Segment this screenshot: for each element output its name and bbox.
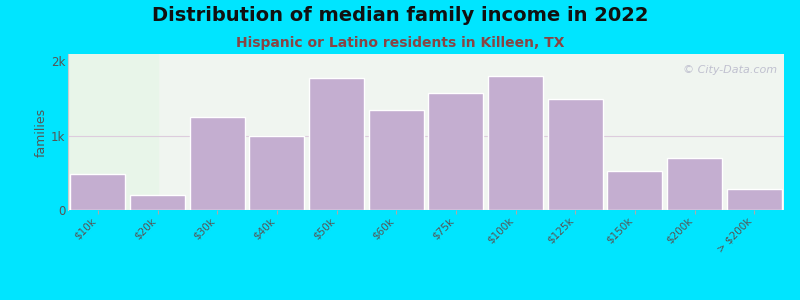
Bar [726,189,782,210]
Bar [70,174,126,210]
Bar [548,99,602,210]
Bar [68,54,158,210]
Bar [190,117,245,210]
Text: © City-Data.com: © City-Data.com [682,65,777,75]
Text: Distribution of median family income in 2022: Distribution of median family income in … [152,6,648,25]
Bar [309,78,364,210]
Bar [667,158,722,210]
Bar [428,93,483,210]
Bar [488,76,543,210]
Bar [369,110,424,210]
Text: Hispanic or Latino residents in Killeen, TX: Hispanic or Latino residents in Killeen,… [236,36,564,50]
Bar [130,195,185,210]
Y-axis label: families: families [35,107,48,157]
Bar [607,171,662,210]
Bar [250,136,304,210]
